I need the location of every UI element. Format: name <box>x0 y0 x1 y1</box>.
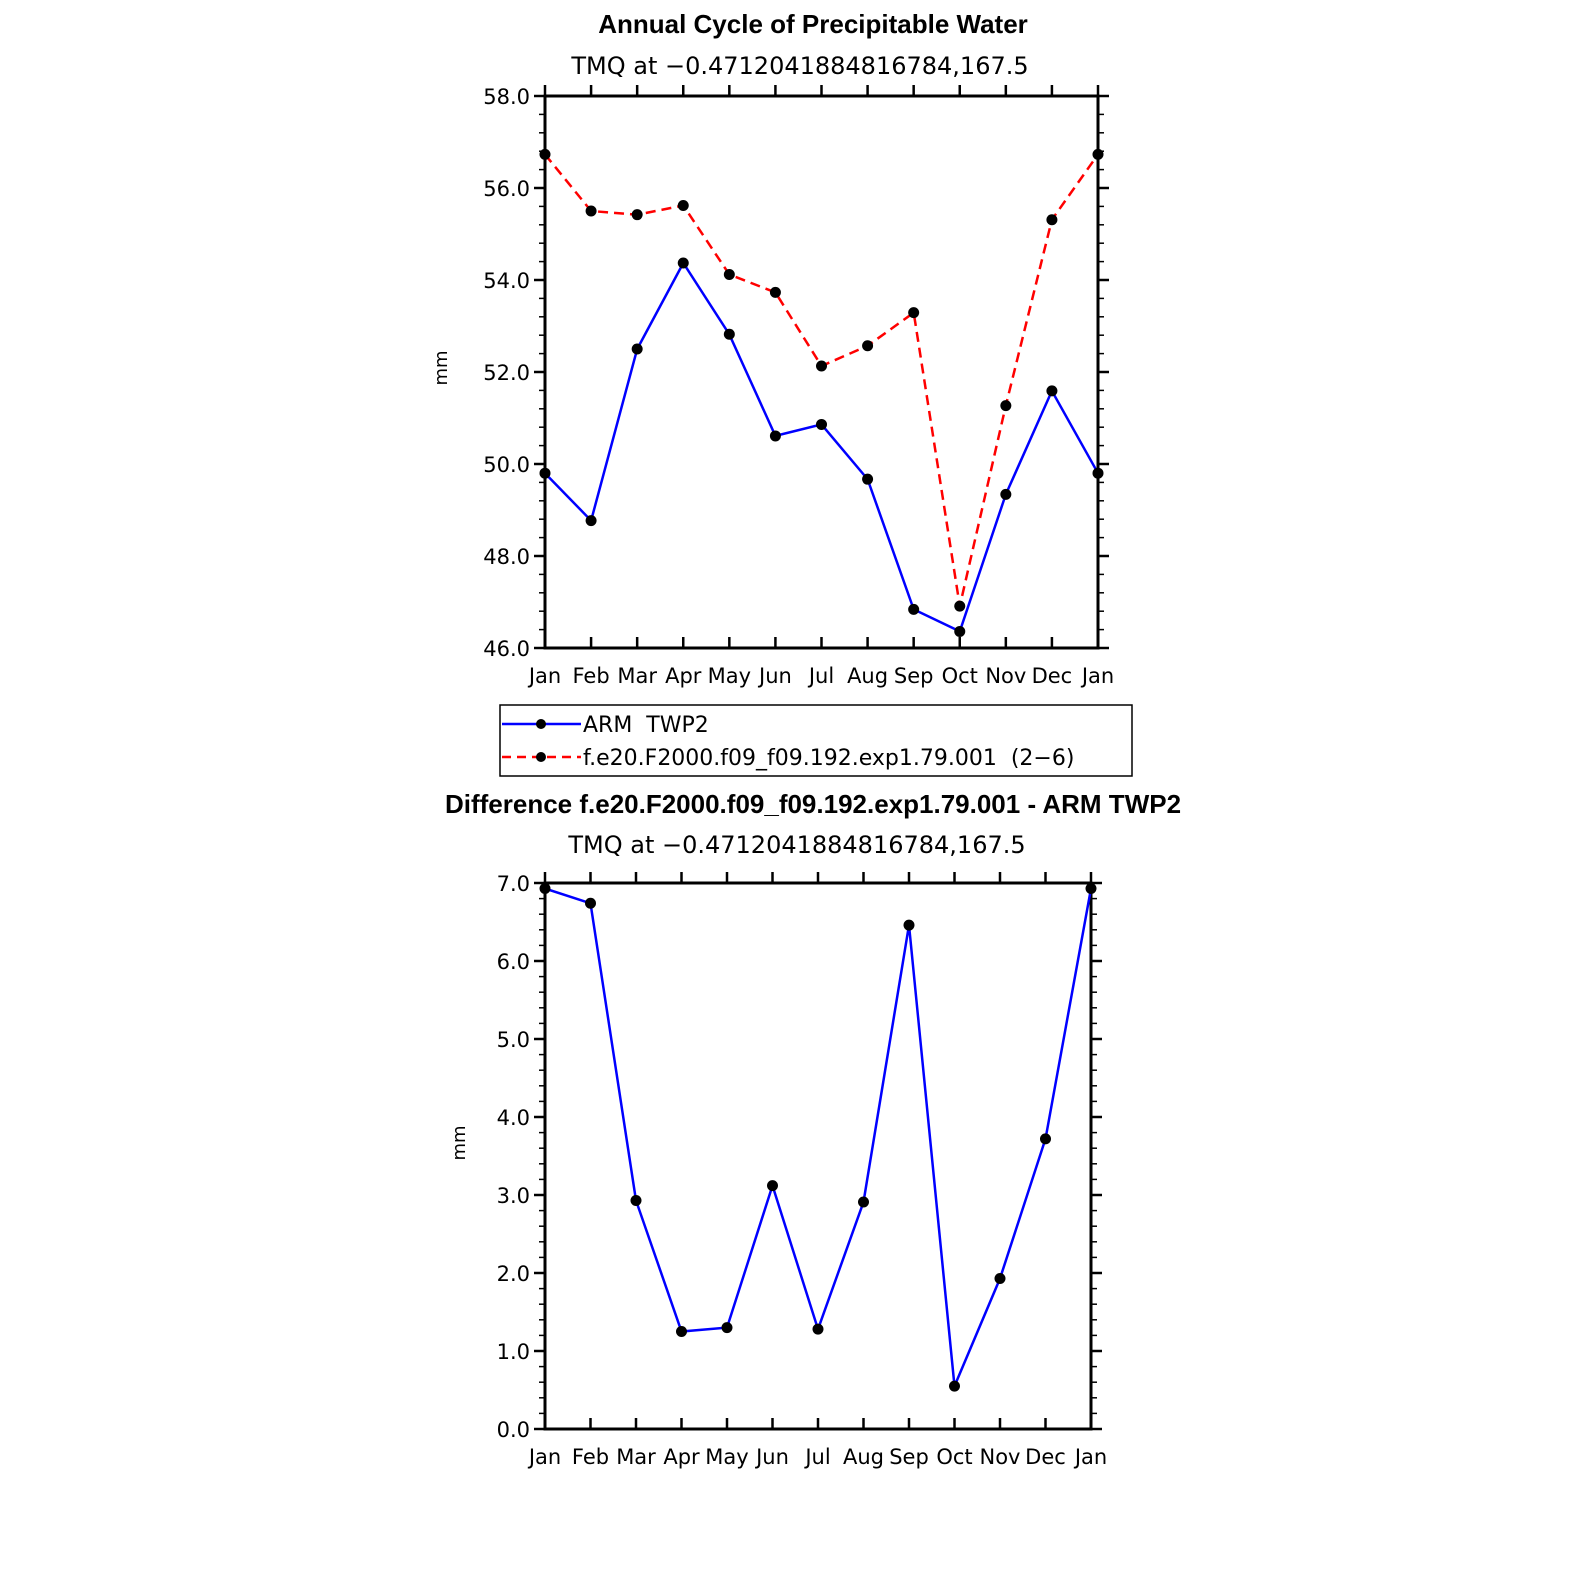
data-point <box>1085 882 1097 894</box>
y-tick-label: 2.0 <box>497 1262 530 1286</box>
data-point <box>769 286 781 298</box>
x-tick-label: May <box>705 1445 748 1469</box>
x-tick-label: Oct <box>942 664 978 688</box>
y-axis-label: mm <box>449 1125 470 1160</box>
data-point <box>908 307 920 319</box>
series-line-0 <box>544 887 1093 1387</box>
x-tick-label: Sep <box>889 1445 929 1469</box>
data-point <box>677 257 689 269</box>
y-tick-label: 52.0 <box>483 361 530 385</box>
y-tick-label: 7.0 <box>497 872 530 896</box>
legend-marker-model <box>536 752 546 762</box>
plot-frame <box>543 881 1093 1431</box>
annual-cycle-chart: Annual Cycle of Precipitable Water TMQ a… <box>431 9 1114 688</box>
x-tick-label: Nov <box>980 1445 1021 1469</box>
x-tick-label: Feb <box>572 1445 609 1469</box>
y-tick-label: 0.0 <box>497 1418 530 1442</box>
x-tick-label: Jan <box>1073 1445 1107 1469</box>
data-point <box>721 1322 733 1334</box>
y-tick-label: 56.0 <box>483 177 530 201</box>
data-point <box>903 919 915 931</box>
chart-title: Difference f.e20.F2000.f09_f09.192.exp1.… <box>445 789 1181 819</box>
data-point <box>676 1326 687 1337</box>
y-axis-label: mm <box>431 350 452 385</box>
x-tick-label: Oct <box>936 1445 972 1469</box>
y-tick-label: 1.0 <box>497 1340 530 1364</box>
data-point <box>539 882 551 894</box>
data-point <box>585 205 597 217</box>
y-tick-label: 50.0 <box>483 453 530 477</box>
legend-box <box>499 704 1133 777</box>
data-point <box>954 625 966 637</box>
x-tick-label: Dec <box>1032 664 1073 688</box>
y-tick-label: 48.0 <box>483 545 530 569</box>
data-point <box>816 418 827 430</box>
x-tick-label: Dec <box>1025 1445 1066 1469</box>
legend-label-model: f.e20.F2000.f09_f09.192.exp1.79.001 (2−6… <box>583 746 1074 771</box>
x-tick-label: Jan <box>1080 664 1114 688</box>
x-tick-label: May <box>708 664 751 688</box>
data-point <box>1000 488 1012 500</box>
data-point <box>767 1180 778 1192</box>
x-tick-label: Jun <box>757 664 792 688</box>
y-tick-label: 46.0 <box>483 637 530 661</box>
difference-chart: Difference f.e20.F2000.f09_f09.192.exp1.… <box>445 789 1181 1469</box>
data-point <box>585 897 596 909</box>
data-point <box>1046 385 1058 397</box>
data-point <box>858 1196 869 1208</box>
x-tick-label: Mar <box>617 664 657 688</box>
chart-subtitle: TMQ at −0.4712041884816784,167.5 <box>570 52 1028 80</box>
x-tick-label: Aug <box>847 664 888 688</box>
x-tick-label: Nov <box>985 664 1026 688</box>
data-point <box>723 328 735 340</box>
x-tick-label: Sep <box>894 664 934 688</box>
data-point <box>862 340 874 352</box>
data-point <box>994 1272 1006 1284</box>
data-point <box>769 430 781 442</box>
data-point <box>630 1194 642 1206</box>
x-tick-label: Jul <box>803 1445 830 1469</box>
x-tick-label: Feb <box>572 664 609 688</box>
data-point <box>539 467 551 479</box>
data-point <box>816 360 827 372</box>
legend-marker-arm <box>536 719 546 729</box>
data-point <box>631 343 643 355</box>
data-point <box>1000 400 1012 412</box>
legend-label-arm: ARM TWP2 <box>583 713 709 738</box>
chart-title: Annual Cycle of Precipitable Water <box>598 9 1028 39</box>
legend: ARM TWP2 f.e20.F2000.f09_f09.192.exp1.79… <box>499 704 1133 777</box>
series-line-0 <box>544 260 1100 634</box>
data-point <box>539 148 551 160</box>
data-point <box>949 1380 960 1392</box>
y-tick-label: 5.0 <box>497 1028 530 1052</box>
x-tick-label: Mar <box>616 1445 656 1469</box>
data-point <box>631 209 643 221</box>
x-tick-label: Jan <box>527 664 561 688</box>
y-tick-label: 4.0 <box>497 1106 530 1130</box>
data-point <box>954 600 966 612</box>
chart-subtitle: TMQ at −0.4712041884816784,167.5 <box>567 831 1025 859</box>
data-point <box>1040 1133 1051 1145</box>
y-tick-label: 54.0 <box>483 269 530 293</box>
data-point <box>1092 467 1104 479</box>
data-point <box>812 1323 824 1335</box>
data-point <box>862 473 874 485</box>
y-tick-label: 58.0 <box>483 85 530 109</box>
x-tick-label: Aug <box>843 1445 884 1469</box>
data-point <box>677 199 689 211</box>
data-point <box>908 603 920 615</box>
data-point <box>723 268 735 280</box>
data-point <box>1092 148 1104 160</box>
x-tick-label: Jan <box>527 1445 561 1469</box>
x-tick-label: Apr <box>665 664 702 688</box>
x-tick-label: Jul <box>807 664 834 688</box>
data-point <box>585 515 597 527</box>
data-point <box>1046 214 1058 226</box>
x-tick-label: Apr <box>663 1445 700 1469</box>
y-tick-label: 3.0 <box>497 1184 530 1208</box>
x-tick-label: Jun <box>754 1445 789 1469</box>
y-tick-label: 6.0 <box>497 950 530 974</box>
